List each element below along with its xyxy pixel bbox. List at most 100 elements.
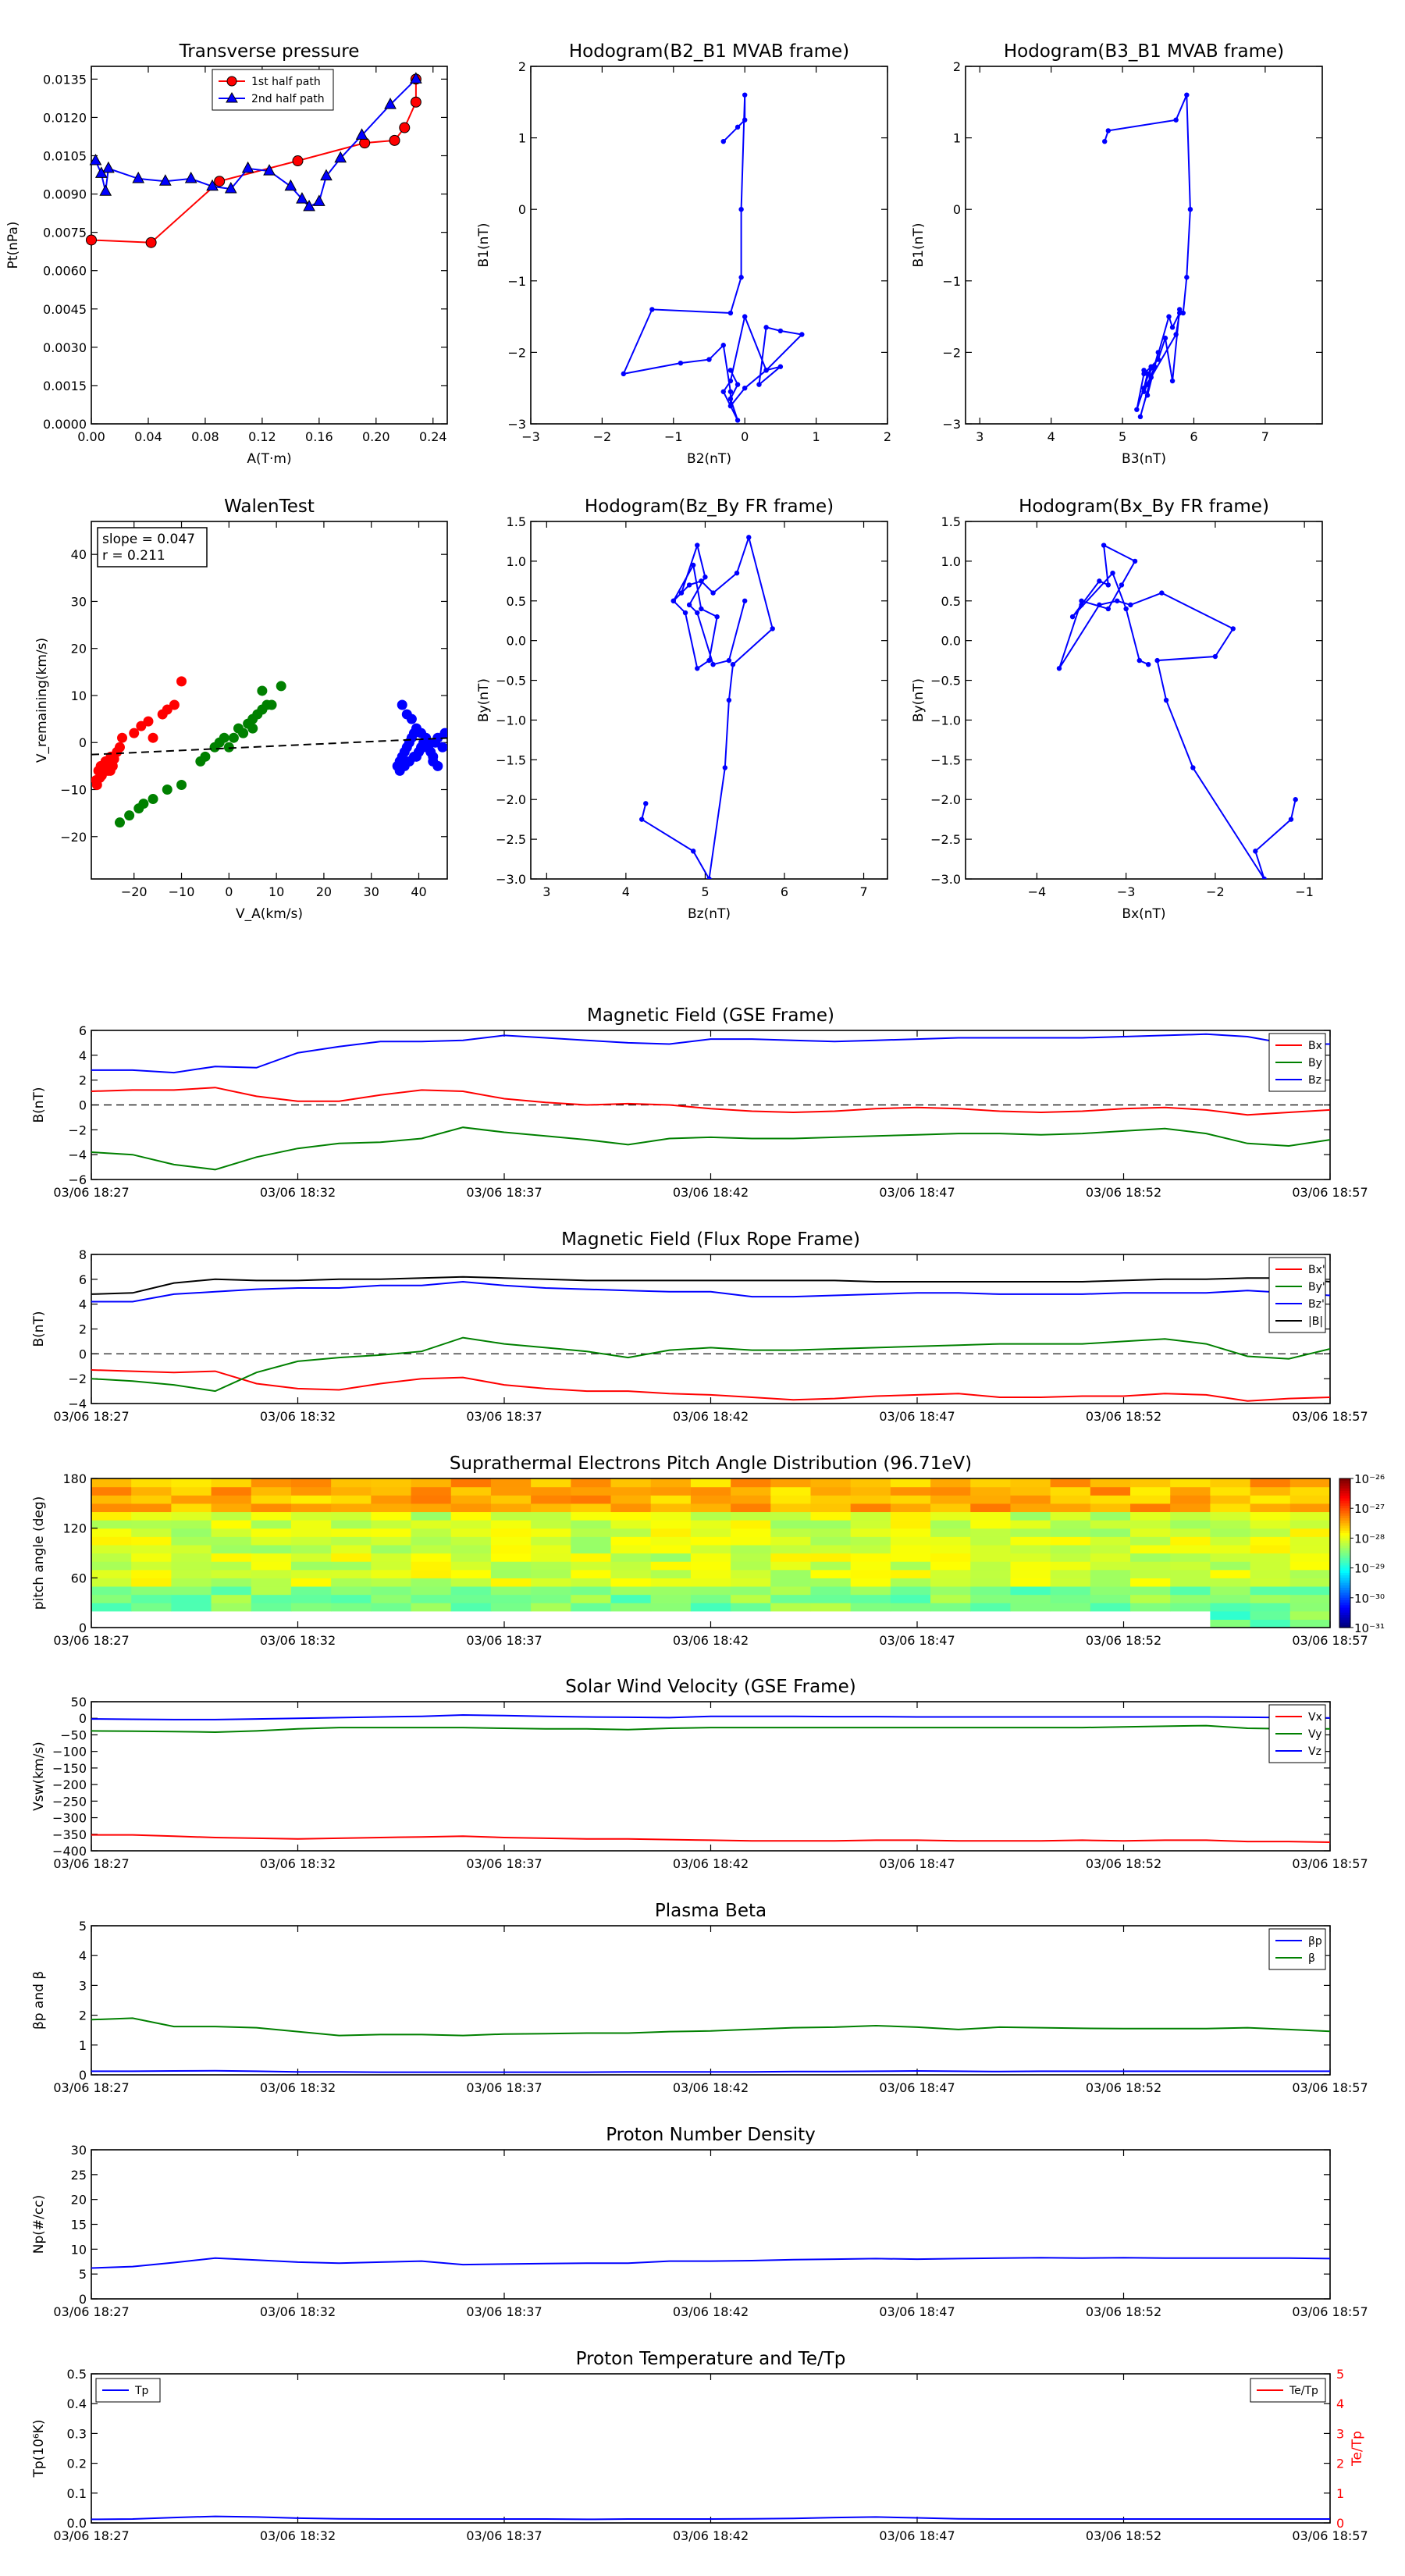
heatmap-cell xyxy=(531,1478,571,1488)
heatmap-cell xyxy=(91,1603,132,1612)
heatmap-cell xyxy=(1170,1486,1211,1496)
annotation-box xyxy=(97,527,208,568)
data-point xyxy=(1079,598,1084,603)
data-point xyxy=(643,801,649,806)
colorbar-segment xyxy=(1339,1599,1350,1603)
heatmap-cell xyxy=(690,1578,731,1587)
heatmap-cell xyxy=(731,1569,771,1578)
heatmap-cell xyxy=(411,1495,452,1504)
heatmap-cell xyxy=(531,1569,571,1578)
scatter-point xyxy=(432,760,443,771)
heatmap-cell xyxy=(890,1536,931,1546)
heatmap-cell xyxy=(1010,1569,1051,1578)
heatmap-cell xyxy=(371,1578,412,1587)
data-point xyxy=(799,332,805,337)
heatmap-cell xyxy=(1050,1536,1091,1546)
heatmap-cell xyxy=(411,1594,452,1603)
heatmap-cell xyxy=(970,1503,1012,1513)
heatmap-cell xyxy=(411,1544,452,1554)
heatmap-cell xyxy=(1250,1569,1291,1578)
x-axis-label: Bx(nT) xyxy=(1122,906,1165,922)
data-point xyxy=(1230,626,1236,632)
heatmap-cell xyxy=(531,1553,571,1562)
y-tick-label: 0 xyxy=(79,1347,87,1361)
heatmap-cell xyxy=(1250,1619,1291,1628)
data-point xyxy=(649,307,655,312)
heatmap-cell xyxy=(411,1528,452,1537)
x-tick-label: 03/06 18:42 xyxy=(673,2080,749,2095)
colorbar-segment xyxy=(1339,1622,1350,1626)
heatmap-cell xyxy=(450,1603,492,1612)
heatmap-cell xyxy=(91,1594,132,1603)
heatmap-cell xyxy=(411,1585,452,1596)
heatmap-cell xyxy=(650,1503,692,1513)
colorbar-segment xyxy=(1339,1496,1350,1500)
heatmap-cell xyxy=(1170,1594,1211,1603)
heatmap-cell xyxy=(251,1495,292,1504)
data-point xyxy=(670,598,676,603)
heatmap-cell xyxy=(251,1603,292,1612)
x-tick-label: 0.24 xyxy=(419,429,447,444)
x-tick-label: 03/06 18:37 xyxy=(466,2080,542,2095)
y-tick-label: −4 xyxy=(68,1147,87,1162)
data-point xyxy=(1144,393,1151,398)
heatmap-cell xyxy=(1289,1585,1330,1596)
x-tick-label: 0.16 xyxy=(305,429,333,444)
data-point xyxy=(714,614,720,620)
heatmap-cell xyxy=(1090,1553,1131,1562)
colorbar-segment xyxy=(1339,1555,1350,1559)
colorbar-segment xyxy=(1339,1542,1350,1546)
heatmap-cell xyxy=(211,1594,252,1603)
heatmap-cell xyxy=(970,1495,1012,1504)
data-point xyxy=(1144,371,1151,377)
legend-label: |B| xyxy=(1308,1315,1323,1328)
heatmap-cell xyxy=(531,1486,571,1496)
heatmap-cell xyxy=(850,1511,891,1521)
annotation-text: slope = 0.047 xyxy=(102,532,195,547)
legend-label: Bx' xyxy=(1308,1264,1325,1276)
data-point xyxy=(1115,598,1120,603)
chart-hzy: Hodogram(Bz_By FR frame) 3 4 5 6 7 −3.0 −2.5 −2.… xyxy=(476,496,888,922)
y-tick-label: −2.5 xyxy=(930,832,961,847)
heatmap-cell xyxy=(650,1520,692,1529)
heatmap-cell xyxy=(690,1585,731,1596)
heatmap-cell xyxy=(1130,1536,1171,1546)
data-point xyxy=(726,657,732,664)
x-tick-label: 03/06 18:27 xyxy=(53,1633,129,1648)
x-tick-label: −4 xyxy=(1028,884,1047,899)
heatmap-cell xyxy=(1130,1544,1171,1554)
data-point xyxy=(686,602,692,608)
heatmap-cell xyxy=(171,1594,212,1603)
x-tick-label: 03/06 18:27 xyxy=(53,1856,129,1871)
heatmap-cell xyxy=(1170,1536,1211,1546)
x-tick-label: −1 xyxy=(1295,884,1314,899)
heatmap-cell xyxy=(290,1520,332,1529)
colorbar-segment xyxy=(1339,1585,1350,1589)
plot-frame xyxy=(91,66,448,425)
x-tick-label: 5 xyxy=(1119,429,1126,444)
heatmap-cell xyxy=(411,1511,452,1521)
y-tick-label: 0 xyxy=(79,735,87,750)
heatmap-cell xyxy=(531,1528,571,1537)
colorbar-frame xyxy=(1339,1478,1351,1628)
heatmap-cell xyxy=(770,1603,812,1612)
data-point xyxy=(292,155,304,167)
y-tick-label: −0.5 xyxy=(496,674,526,688)
colorbar-segment xyxy=(1339,1545,1350,1549)
heatmap-cell xyxy=(91,1478,132,1488)
y-tick-label: 0 xyxy=(79,1098,87,1113)
x-tick-label: 03/06 18:52 xyxy=(1086,1856,1161,1871)
heatmap-cell xyxy=(731,1561,771,1571)
heatmap-cell xyxy=(810,1578,852,1587)
heatmap-cell xyxy=(690,1503,731,1513)
heatmap-cell xyxy=(450,1520,492,1529)
heatmap-cell xyxy=(890,1585,931,1596)
data-point xyxy=(1187,207,1193,212)
heatmap-cell xyxy=(411,1486,452,1496)
chart-mag_gse: Magnetic Field (GSE Frame) 03/06 18:27 03/… xyxy=(31,1005,1368,1200)
heatmap-cell xyxy=(1130,1503,1171,1513)
data-point xyxy=(1212,653,1218,660)
data-point xyxy=(1162,335,1168,341)
x-tick-label: 03/06 18:32 xyxy=(260,1409,336,1424)
